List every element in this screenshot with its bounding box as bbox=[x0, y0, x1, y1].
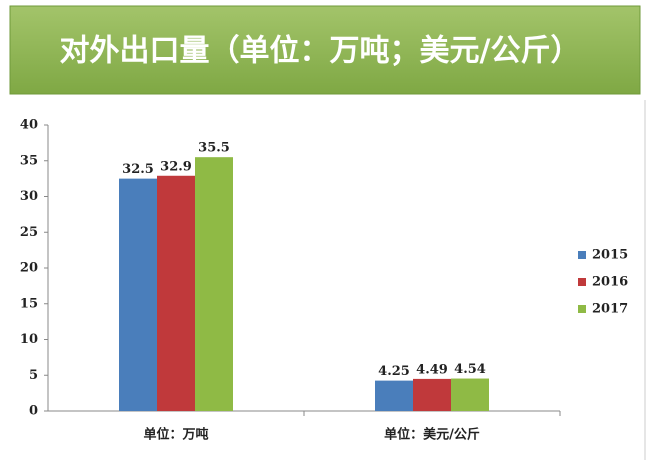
y-tick-label: 35 bbox=[20, 153, 38, 168]
y-tick-label: 15 bbox=[20, 296, 38, 311]
data-label: 32.9 bbox=[160, 159, 192, 174]
data-label: 4.25 bbox=[378, 364, 410, 379]
bar bbox=[157, 175, 195, 411]
legend-swatch bbox=[578, 278, 586, 286]
legend-label: 2015 bbox=[592, 248, 628, 263]
y-tick-label: 0 bbox=[29, 404, 38, 419]
legend-label: 2016 bbox=[592, 275, 628, 290]
y-tick-label: 20 bbox=[20, 261, 38, 276]
data-label: 35.5 bbox=[198, 141, 230, 156]
bar bbox=[375, 380, 413, 411]
y-tick-label: 10 bbox=[20, 332, 38, 347]
bar bbox=[413, 378, 451, 411]
bar bbox=[119, 178, 157, 411]
chart-title: 对外出口量（单位：万吨；美元/公斤） bbox=[60, 34, 581, 69]
x-tick-label: 单位：美元/公斤 bbox=[384, 427, 480, 443]
data-label: 4.49 bbox=[416, 362, 448, 377]
title-banner bbox=[9, 5, 641, 95]
data-label: 4.54 bbox=[454, 362, 486, 377]
legend-swatch bbox=[578, 305, 586, 313]
x-tick-label: 单位：万吨 bbox=[143, 427, 208, 443]
data-label: 32.5 bbox=[122, 162, 154, 177]
y-tick-label: 40 bbox=[20, 118, 38, 133]
y-tick-label: 25 bbox=[20, 225, 38, 240]
legend-label: 2017 bbox=[592, 302, 628, 317]
bar bbox=[451, 378, 489, 411]
y-tick-label: 30 bbox=[20, 189, 38, 204]
bar bbox=[195, 157, 233, 411]
y-tick-label: 5 bbox=[29, 368, 38, 383]
legend-swatch bbox=[578, 251, 586, 259]
